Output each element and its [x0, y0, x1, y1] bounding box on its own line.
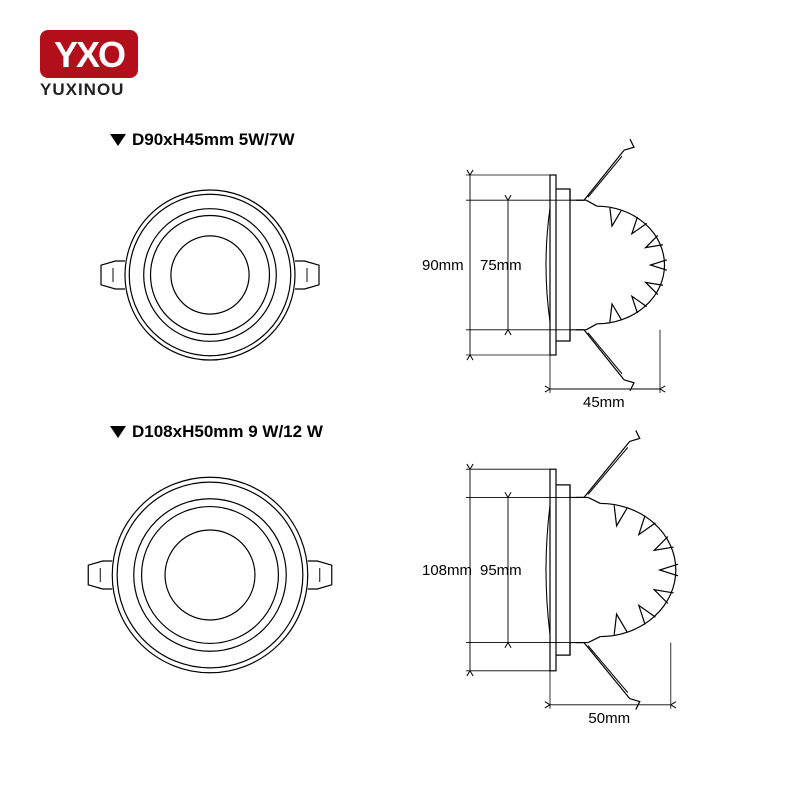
- svg-text:50mm: 50mm: [588, 710, 630, 727]
- logo-subtext: YUXINOU: [40, 80, 138, 100]
- svg-text:95mm: 95mm: [480, 562, 522, 579]
- triangle-bullet-icon: [110, 134, 126, 146]
- product1-side-drawing: 90mm 75mm 45mm: [420, 135, 740, 415]
- logo-mark: YXO: [54, 34, 124, 75]
- product2-front-drawing: [80, 450, 340, 700]
- logo-badge: YXO: [40, 30, 138, 78]
- svg-text:45mm: 45mm: [583, 394, 625, 411]
- product2-heading: D108xH50mm 9 W/12 W: [110, 422, 323, 442]
- svg-text:108mm: 108mm: [422, 562, 472, 579]
- product1-front-drawing: [90, 160, 330, 390]
- svg-text:90mm: 90mm: [422, 257, 464, 274]
- product2-side-drawing: 108mm 95mm 50mm: [420, 430, 740, 730]
- svg-text:75mm: 75mm: [480, 257, 522, 274]
- product1-heading-text: D90xH45mm 5W/7W: [132, 130, 295, 150]
- product1-heading: D90xH45mm 5W/7W: [110, 130, 295, 150]
- product2-heading-text: D108xH50mm 9 W/12 W: [132, 422, 323, 442]
- brand-logo: YXO YUXINOU: [40, 30, 138, 100]
- triangle-bullet-icon: [110, 426, 126, 438]
